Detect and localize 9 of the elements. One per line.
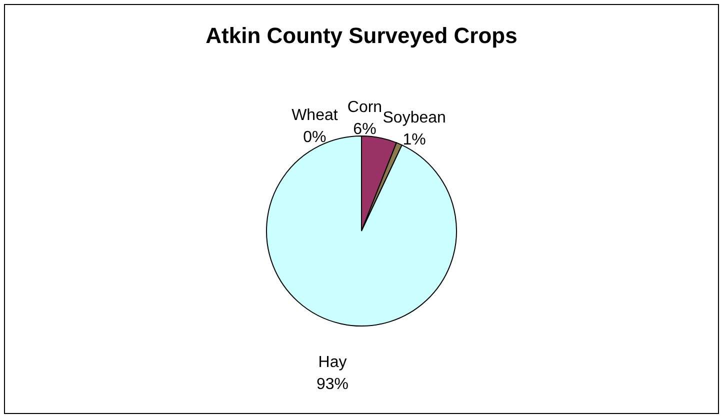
chart-title: Atkin County Surveyed Crops xyxy=(206,23,518,48)
text: 0% xyxy=(303,129,326,146)
category-label: Wheat xyxy=(292,107,338,124)
data-label: 93% xyxy=(316,376,349,393)
slice-label: Corn xyxy=(347,99,382,116)
slice-label: Hay xyxy=(318,354,347,371)
data-label: 6% xyxy=(353,121,376,138)
slice-label: Soybean xyxy=(382,110,446,127)
data-label: 1% xyxy=(402,132,426,149)
